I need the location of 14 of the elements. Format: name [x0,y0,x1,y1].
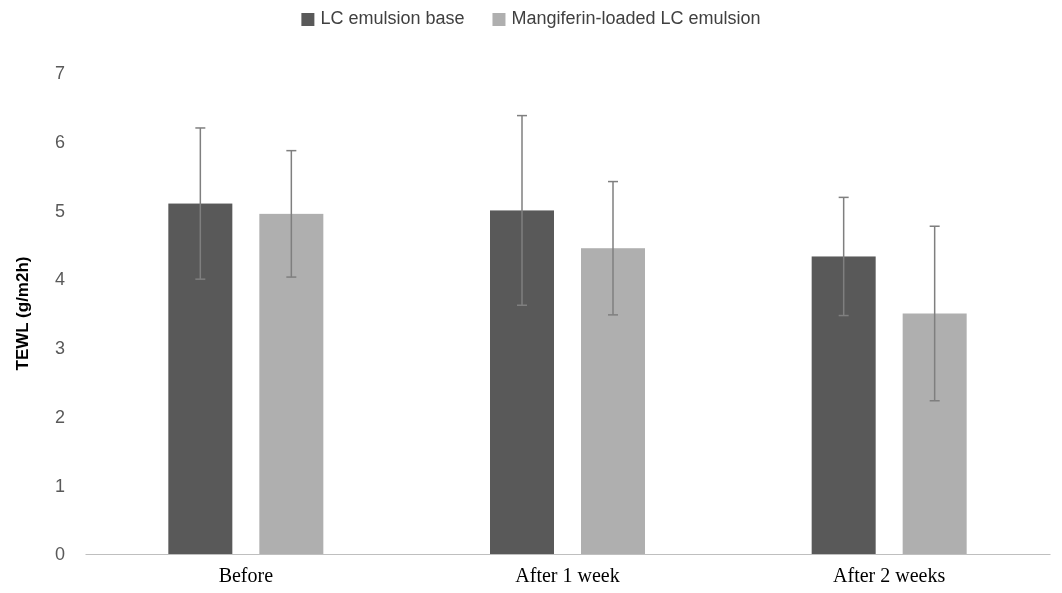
x-tick-label: After 2 weeks [833,564,946,587]
x-tick-label: Before [218,564,274,587]
y-tick-label: 6 [54,131,65,152]
y-tick-label: 5 [54,200,65,221]
legend-label: Mangiferin-loaded LC emulsion [511,8,761,28]
y-tick-label: 3 [54,338,65,359]
y-tick-label: 7 [54,63,65,84]
y-tick-label: 1 [54,475,65,496]
x-tick-label: After 1 week [515,564,620,587]
y-axis-title: TEWL (g/m2h) [13,256,32,371]
y-tick-label: 4 [54,269,65,290]
legend-label: LC emulsion base [320,8,465,28]
y-tick-label: 0 [54,544,65,565]
y-tick-label: 2 [54,406,65,427]
